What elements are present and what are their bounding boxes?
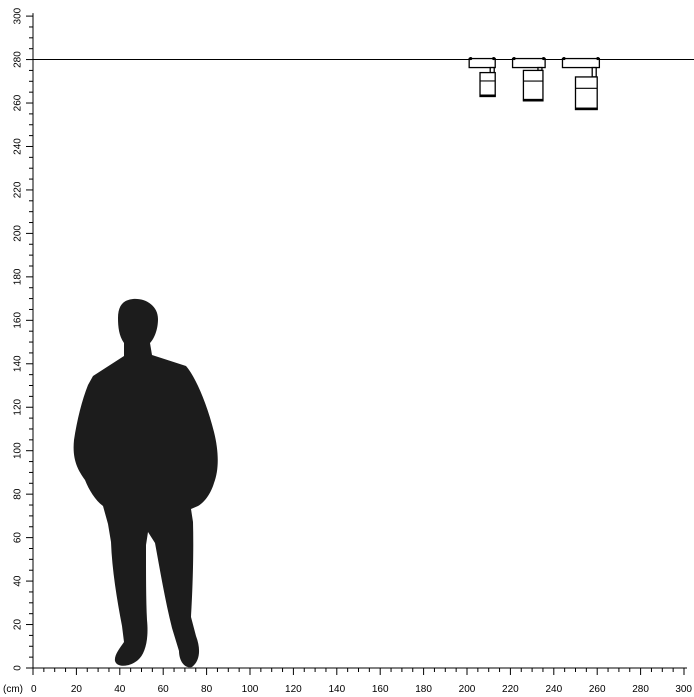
x-tick-label: 120 <box>285 684 302 695</box>
track-spotlight-small-icon <box>468 56 496 98</box>
y-tick-label: 120 <box>13 398 24 415</box>
lamp-lens-rim <box>479 94 496 97</box>
fixture-stem <box>489 66 495 74</box>
x-tick-label: 280 <box>632 684 649 695</box>
y-tick-label: 60 <box>13 532 24 544</box>
standing-man-silhouette-icon <box>73 298 218 668</box>
x-tick-label: 240 <box>545 684 562 695</box>
y-tick-label: 240 <box>13 138 24 155</box>
adapter-pin <box>492 56 496 61</box>
y-tick-label: 180 <box>13 268 24 285</box>
y-tick-label: 40 <box>13 575 24 587</box>
lamp-lens-rim <box>522 98 544 101</box>
y-tick-label: 200 <box>13 225 24 242</box>
y-tick-label: 0 <box>13 665 24 671</box>
lamp-body <box>479 71 496 98</box>
lamp-body <box>574 76 598 111</box>
track-adapter <box>511 57 546 69</box>
adapter-pin <box>512 56 516 61</box>
adapter-pin <box>542 56 546 61</box>
lamp-lens-rim <box>575 107 598 110</box>
y-tick-label: 140 <box>13 355 24 372</box>
x-tick-label: 220 <box>502 684 519 695</box>
man-silhouette-shape <box>73 298 218 668</box>
x-tick-label: 100 <box>242 684 259 695</box>
x-tick-label: 0 <box>31 684 37 695</box>
track-spotlight-large-icon <box>561 56 601 111</box>
x-tick-label: 40 <box>114 684 126 695</box>
x-tick-label: 160 <box>372 684 389 695</box>
track-light-fixtures <box>468 56 601 111</box>
y-tick-label: 20 <box>13 619 24 631</box>
x-tick-label: 140 <box>328 684 345 695</box>
x-tick-label: 180 <box>415 684 432 695</box>
lamp-body <box>522 69 544 102</box>
y-tick-label: 80 <box>13 488 24 500</box>
track-spotlight-medium-icon <box>511 56 546 102</box>
y-tick-label: 160 <box>13 312 24 329</box>
y-tick-label: 220 <box>13 181 24 198</box>
x-tick-label: 20 <box>71 684 83 695</box>
adapter-pin <box>562 56 566 61</box>
x-tick-label: 200 <box>459 684 476 695</box>
x-tick-label: 300 <box>675 684 692 695</box>
axes: 0 20 40 60 80 100 120 140 160 180 200 220 240 260 280 3… <box>13 7 694 695</box>
track-adapter <box>561 57 601 69</box>
x-tick-label: 80 <box>201 684 213 695</box>
y-tick-label: 280 <box>13 51 24 68</box>
unit-label: (cm) <box>3 684 23 695</box>
y-tick-label: 260 <box>13 94 24 111</box>
track-adapter <box>468 57 496 69</box>
adapter-pin <box>469 56 473 61</box>
y-tick-label: 100 <box>13 442 24 459</box>
fixture-stem <box>591 66 597 78</box>
y-tick-label: 300 <box>13 7 24 24</box>
adapter-pin <box>596 56 600 61</box>
x-tick-label: 260 <box>589 684 606 695</box>
x-tick-label: 60 <box>158 684 170 695</box>
